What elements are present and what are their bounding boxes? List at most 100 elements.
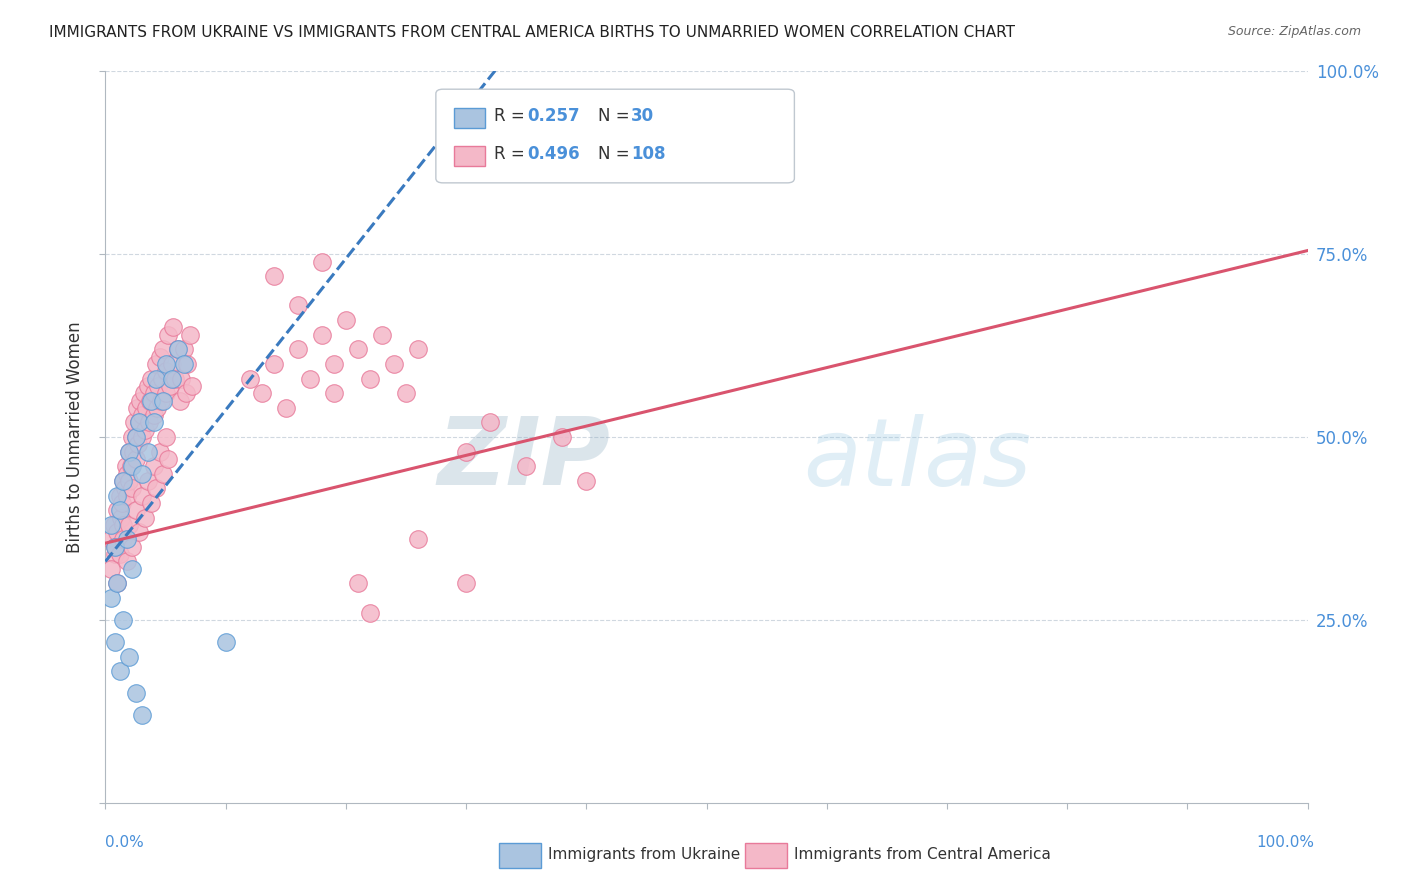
- Point: [311, 327, 333, 342]
- Point: [115, 489, 138, 503]
- Point: [121, 459, 143, 474]
- Point: [138, 416, 160, 430]
- Point: [139, 393, 162, 408]
- Point: [145, 357, 167, 371]
- Point: [359, 371, 381, 385]
- Point: [112, 533, 135, 547]
- Point: [107, 489, 129, 503]
- Point: [162, 320, 184, 334]
- Text: 108: 108: [631, 145, 666, 163]
- Point: [142, 416, 165, 430]
- Point: [166, 343, 188, 357]
- Point: [145, 371, 167, 385]
- Point: [311, 254, 333, 268]
- Point: [110, 510, 132, 524]
- Point: [139, 496, 162, 510]
- Point: [112, 517, 135, 532]
- Point: [173, 357, 195, 371]
- Point: [115, 554, 138, 568]
- Point: [371, 327, 394, 342]
- Text: 0.0%: 0.0%: [105, 836, 145, 850]
- Point: [160, 357, 183, 371]
- Point: [100, 591, 122, 605]
- Point: [156, 327, 179, 342]
- Point: [104, 547, 127, 561]
- Point: [104, 635, 127, 649]
- Point: [335, 313, 357, 327]
- Point: [118, 474, 141, 488]
- Point: [118, 517, 141, 532]
- Point: [274, 401, 297, 415]
- Point: [166, 343, 188, 357]
- Point: [112, 474, 135, 488]
- Point: [250, 386, 273, 401]
- Point: [135, 401, 157, 415]
- Point: [142, 408, 165, 422]
- Point: [139, 371, 162, 385]
- Point: [108, 664, 131, 678]
- Point: [103, 517, 125, 532]
- Point: [115, 533, 138, 547]
- Point: [108, 547, 131, 561]
- Text: R =: R =: [494, 145, 530, 163]
- Point: [479, 416, 502, 430]
- Point: [322, 386, 344, 401]
- Point: [136, 474, 159, 488]
- Point: [169, 393, 191, 408]
- Point: [114, 481, 136, 495]
- Point: [124, 503, 146, 517]
- Point: [112, 613, 135, 627]
- Point: [124, 430, 146, 444]
- Point: [159, 379, 181, 393]
- Point: [322, 357, 344, 371]
- Point: [127, 437, 149, 451]
- Point: [174, 386, 197, 401]
- Point: [145, 481, 167, 495]
- Point: [124, 452, 146, 467]
- Point: [124, 686, 146, 700]
- Text: N =: N =: [598, 145, 634, 163]
- Point: [104, 540, 127, 554]
- Text: 100.0%: 100.0%: [1257, 836, 1315, 850]
- Text: R =: R =: [494, 107, 530, 125]
- Point: [121, 481, 143, 495]
- Point: [173, 343, 195, 357]
- Text: 0.496: 0.496: [527, 145, 579, 163]
- Point: [155, 364, 177, 378]
- Text: Source: ZipAtlas.com: Source: ZipAtlas.com: [1227, 25, 1361, 38]
- Text: Immigrants from Ukraine: Immigrants from Ukraine: [548, 847, 741, 862]
- Point: [131, 467, 153, 481]
- Point: [128, 525, 150, 540]
- Point: [152, 343, 174, 357]
- Text: IMMIGRANTS FROM UKRAINE VS IMMIGRANTS FROM CENTRAL AMERICA BIRTHS TO UNMARRIED W: IMMIGRANTS FROM UKRAINE VS IMMIGRANTS FR…: [49, 25, 1015, 40]
- Point: [287, 298, 309, 312]
- Point: [150, 371, 173, 385]
- Y-axis label: Births to Unmarried Women: Births to Unmarried Women: [66, 321, 84, 553]
- Point: [156, 452, 179, 467]
- Point: [108, 503, 131, 517]
- Point: [124, 416, 146, 430]
- Point: [121, 562, 143, 576]
- Point: [122, 444, 145, 458]
- Point: [142, 459, 165, 474]
- Point: [104, 540, 127, 554]
- Point: [118, 444, 141, 458]
- Point: [287, 343, 309, 357]
- Text: ZIP: ZIP: [437, 413, 610, 505]
- Point: [214, 635, 236, 649]
- Point: [239, 371, 262, 385]
- Point: [181, 379, 204, 393]
- Point: [146, 401, 169, 415]
- Point: [118, 649, 141, 664]
- Point: [406, 533, 429, 547]
- Point: [165, 371, 187, 385]
- Point: [131, 430, 153, 444]
- Point: [456, 444, 478, 458]
- Point: [298, 371, 321, 385]
- Text: Immigrants from Central America: Immigrants from Central America: [794, 847, 1052, 862]
- Point: [118, 444, 141, 458]
- Point: [132, 386, 155, 401]
- Point: [382, 357, 405, 371]
- Point: [125, 401, 148, 415]
- Point: [100, 533, 122, 547]
